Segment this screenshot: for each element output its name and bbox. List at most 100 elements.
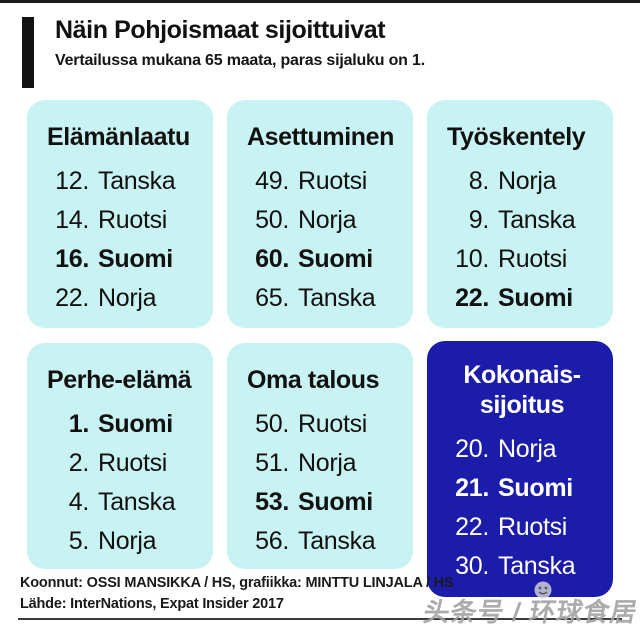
page-title: Näin Pohjoismaat sijoittuivat — [55, 16, 386, 44]
footer-source: Lähde: InterNations, Expat Insider 2017 — [20, 596, 284, 612]
rank-list: 50. Ruotsi 51. Norja 53. Suomi 56. Tanska — [245, 405, 399, 561]
rank-row: 2. Ruotsi — [45, 444, 199, 483]
country-name: Ruotsi — [298, 166, 368, 195]
country-name: Ruotsi — [498, 244, 568, 273]
rank-row: 65. Tanska — [245, 279, 399, 318]
footer-credits: Koonnut: OSSI MANSIKKA / HS, grafiikka: … — [20, 575, 454, 591]
card-title-line-2: sijoitus — [479, 390, 565, 419]
rank-row: 50. Norja — [245, 201, 399, 240]
rank-row: 14. Ruotsi — [45, 201, 199, 240]
rank-row: 49. Ruotsi — [245, 162, 399, 201]
rank-row: 50. Ruotsi — [245, 405, 399, 444]
rank-row: 20. Norja — [445, 430, 599, 469]
rank-number: 20. — [455, 435, 489, 463]
country-name: Norja — [298, 448, 357, 477]
country-name: Tanska — [98, 487, 176, 516]
country-name: Suomi — [298, 487, 373, 516]
rank-number: 50. — [255, 409, 289, 438]
country-name: Norja — [298, 205, 357, 234]
country-name: Tanska — [298, 283, 376, 312]
rank-number: 22. — [455, 513, 489, 541]
rank-row: 16. Suomi — [45, 240, 199, 279]
card-title: Kokonais-sijoitus — [445, 361, 599, 420]
country-name: Suomi — [498, 283, 573, 312]
rank-number: 1. — [68, 409, 90, 438]
card-title: Oma talous — [247, 366, 380, 394]
rank-list: 49. Ruotsi 50. Norja 60. Suomi 65. Tanska — [245, 162, 399, 318]
rank-number: 22. — [455, 283, 489, 312]
watermark-text: 头条号 / 环球食居 — [421, 597, 640, 627]
rank-number: 53. — [255, 487, 289, 516]
rank-number: 5. — [68, 526, 90, 555]
card-title: Työskentely — [447, 123, 586, 151]
card-tyoskentely: Työskentely 8. Norja 9. Tanska 10. Ruotsi 2… — [427, 100, 613, 328]
rank-row: 8. Norja — [445, 162, 599, 201]
rank-number: 16. — [55, 244, 89, 273]
rank-list: 8. Norja 9. Tanska 10. Ruotsi 22. Suomi — [445, 162, 599, 318]
rank-row: 51. Norja — [245, 444, 399, 483]
country-name: Ruotsi — [98, 205, 168, 234]
rank-number: 65. — [255, 283, 289, 312]
country-name: Norja — [98, 526, 157, 555]
card-title: Perhe-elämä — [47, 366, 192, 394]
rank-row: 4. Tanska — [45, 483, 199, 522]
rank-number: 10. — [455, 244, 489, 273]
rank-number: 50. — [255, 205, 289, 234]
rank-number: 2. — [68, 448, 90, 477]
card-asettuminen: Asettuminen 49. Ruotsi 50. Norja 60. Suomi … — [227, 100, 413, 328]
country-name: Norja — [98, 283, 157, 312]
rank-number: 8. — [468, 166, 490, 195]
rank-row: 21. Suomi — [445, 469, 599, 508]
rank-row: 22. Ruotsi — [445, 508, 599, 547]
emoji-face-icon — [534, 581, 552, 599]
country-name: Ruotsi — [298, 409, 368, 438]
country-name: Suomi — [98, 409, 173, 438]
card-title: Asettuminen — [247, 123, 395, 151]
top-border-strip — [0, 0, 640, 3]
rank-number: 14. — [55, 205, 89, 234]
rank-number: 21. — [455, 474, 489, 502]
rank-number: 12. — [55, 166, 89, 195]
page-subtitle: Vertailussa mukana 65 maata, paras sijal… — [55, 52, 425, 69]
title-accent-bar — [22, 17, 34, 88]
footer-divider — [18, 618, 622, 620]
card-perhe-elama: Perhe-elämä 1. Suomi 2. Ruotsi 4. Tanska 5.… — [27, 343, 213, 569]
country-name: Norja — [498, 435, 557, 463]
country-name: Suomi — [98, 244, 173, 273]
country-name: Tanska — [98, 166, 176, 195]
rank-row: 56. Tanska — [245, 522, 399, 561]
rank-number: 22. — [55, 283, 89, 312]
rank-list: 12. Tanska 14. Ruotsi 16. Suomi 22. Norja — [45, 162, 199, 318]
rank-number: 56. — [255, 526, 289, 555]
rank-row: 53. Suomi — [245, 483, 399, 522]
rank-row: 1. Suomi — [45, 405, 199, 444]
rank-list: 20. Norja 21. Suomi 22. Ruotsi 30. Tanska — [445, 430, 599, 586]
rank-row: 30. Tanska — [445, 547, 599, 586]
rank-number: 9. — [468, 205, 490, 234]
country-name: Tanska — [498, 205, 576, 234]
rank-number: 49. — [255, 166, 289, 195]
rank-row: 12. Tanska — [45, 162, 199, 201]
country-name: Tanska — [498, 552, 576, 580]
rank-row: 22. Suomi — [445, 279, 599, 318]
rank-number: 30. — [455, 552, 489, 580]
rank-row: 60. Suomi — [245, 240, 399, 279]
country-name: Norja — [498, 166, 557, 195]
country-name: Tanska — [298, 526, 376, 555]
card-oma-talous: Oma talous 50. Ruotsi 51. Norja 53. Suomi 5… — [227, 343, 413, 569]
rank-row: 10. Ruotsi — [445, 240, 599, 279]
rank-number: 60. — [255, 244, 289, 273]
rank-number: 4. — [68, 487, 90, 516]
rank-number: 51. — [255, 448, 289, 477]
country-name: Suomi — [298, 244, 373, 273]
rank-row: 22. Norja — [45, 279, 199, 318]
rank-row: 5. Norja — [45, 522, 199, 561]
country-name: Suomi — [498, 474, 573, 502]
card-title: Elämänlaatu — [47, 123, 190, 151]
country-name: Ruotsi — [498, 513, 568, 541]
country-name: Ruotsi — [98, 448, 168, 477]
card-title-line-1: Kokonais- — [463, 361, 581, 389]
rank-row: 9. Tanska — [445, 201, 599, 240]
card-elamanlaatu: Elämänlaatu 12. Tanska 14. Ruotsi 16. Suomi… — [27, 100, 213, 328]
